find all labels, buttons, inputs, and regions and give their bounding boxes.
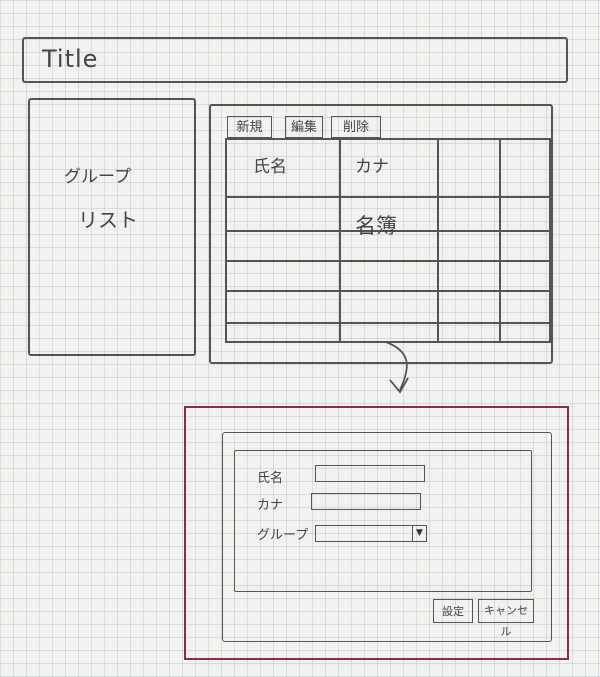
- table-column-divider: [549, 138, 551, 343]
- group-list-label-line1: グループ: [64, 167, 131, 187]
- curved-down-arrow-icon: [385, 341, 409, 394]
- table-row-divider: [225, 230, 551, 232]
- group-list-panel[interactable]: グループ リスト: [28, 98, 196, 356]
- table-row-divider: [225, 322, 551, 324]
- main-panel: 新規 編集 削除 氏名 カナ 名簿: [209, 104, 553, 364]
- dialog-highlight-frame: 氏名 カナ グループ ▼ 設定 キャンセル: [184, 406, 569, 660]
- column-header-name[interactable]: 氏名: [253, 157, 287, 177]
- dialog-form-area: 氏名 カナ グループ ▼: [234, 450, 532, 592]
- settings-button[interactable]: 設定: [433, 599, 473, 623]
- name-input[interactable]: [315, 465, 425, 482]
- kana-label: カナ: [257, 498, 284, 513]
- table-column-divider: [499, 138, 501, 343]
- table-row-divider: [225, 341, 551, 343]
- table-cell-text: 名簿: [355, 214, 397, 238]
- delete-button[interactable]: 削除: [331, 116, 381, 138]
- name-label: 氏名: [257, 471, 284, 486]
- table-row-divider: [225, 290, 551, 292]
- title-bar: Title: [22, 37, 568, 83]
- kana-input[interactable]: [311, 493, 421, 510]
- group-list-label-line2: リスト: [78, 208, 138, 232]
- table-row-divider: [225, 138, 551, 140]
- table-column-divider: [437, 138, 439, 343]
- member-table[interactable]: 氏名 カナ 名簿: [225, 138, 551, 343]
- edit-dialog: 氏名 カナ グループ ▼ 設定 キャンセル: [222, 432, 552, 642]
- cancel-button[interactable]: キャンセル: [478, 599, 534, 638]
- table-row-divider: [225, 196, 551, 198]
- group-select[interactable]: ▼: [315, 525, 427, 542]
- table-column-divider: [339, 138, 341, 343]
- column-header-kana[interactable]: カナ: [355, 157, 389, 177]
- page-title: Title: [42, 45, 99, 73]
- table-row-divider: [225, 260, 551, 262]
- table-column-divider: [225, 138, 227, 343]
- edit-button[interactable]: 編集: [285, 116, 323, 138]
- new-button[interactable]: 新規: [227, 116, 272, 138]
- dropdown-arrow-icon[interactable]: ▼: [412, 526, 426, 541]
- group-label: グループ: [257, 528, 309, 543]
